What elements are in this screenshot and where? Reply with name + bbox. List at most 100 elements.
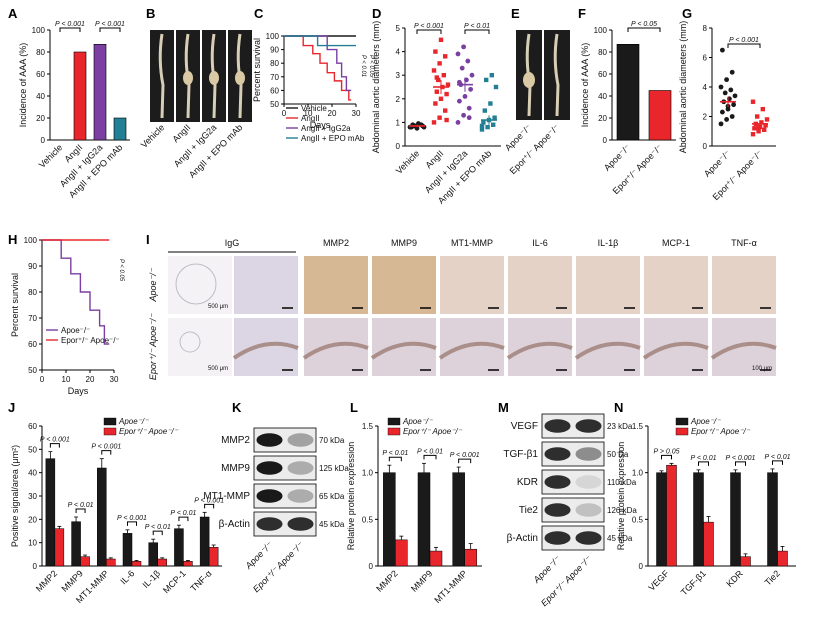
data-point [720,47,725,53]
blot-label: VEGF [511,421,538,432]
histology-image [440,318,504,376]
category-label: MCP-1 [161,568,188,595]
vessel-wall [302,341,369,360]
panel-letter-l: L [350,400,358,415]
scale-bar-label: 500 μm [208,304,228,310]
blot-label: MMP9 [221,463,250,474]
data-point [481,120,486,125]
blot-label: MT1-MMP [203,491,250,502]
data-point [764,117,770,122]
annotation-l-p-value: P < 0.01 [382,450,408,457]
annotation-a-bracket [99,27,121,32]
panel-letter-a: A [8,6,18,21]
series-line [42,239,110,345]
blot-label: Tie2 [519,505,539,516]
chart-l-ytick-label: 0.5 [362,515,374,524]
y-axis-label: Percent survival [10,273,20,337]
annotation-j-bracket [101,450,112,455]
band-size: 23 kDa [607,422,633,431]
protein-band [575,447,602,461]
annotation-a-bracket [59,27,81,32]
histology-image [644,256,708,314]
annotation-j-bracket [178,516,189,522]
data-point [436,77,441,83]
legend-label: Epor⁺/⁻ Apoe⁻/⁻ [61,336,120,345]
column-header: MMP2 [323,238,349,248]
panel-letter-g: G [682,6,692,21]
protein-band [544,447,571,461]
panel-letter-h: H [8,232,17,247]
band-size: 45 kDa [607,534,633,543]
data-point [492,115,497,120]
panel-letter-j: J [8,400,15,415]
series-line [284,35,356,47]
annotation-n-bracket [735,461,746,466]
chart-j-ytick-label: 20 [28,515,37,524]
annotation-g-bracket [727,43,761,48]
data-point [491,122,496,127]
data-point [485,124,490,130]
legend-label: AngII + IgG2a [301,124,351,133]
annotation-j-bracket [152,530,163,536]
data-point [762,127,767,132]
data-point [437,61,442,66]
bar [157,558,167,567]
column-header: MCP-1 [662,238,690,248]
data-point [731,102,736,108]
annotation-n-p-value: P < 0.001 [726,455,756,462]
y-axis-label: Incidence of AAA (%) [580,43,590,128]
chart-f-ytick-label: 0 [603,136,608,145]
p-value: P < 0.05 [118,259,124,282]
chart-c-ytick-label: 90 [270,46,279,55]
band-size: 65 kDa [319,492,345,501]
chart-g-ytick-label: 2 [703,113,708,122]
data-point [459,65,465,71]
bar [656,472,667,567]
bar [80,556,90,567]
series-line [284,35,352,101]
column-header: MT1-MMP [451,238,493,248]
chart-n-ytick-label: 1.5 [632,422,644,431]
data-point [763,123,768,128]
panel-letter-d: D [372,6,381,21]
chart-h-ytick-label: 100 [24,236,38,245]
histology-image [576,318,640,376]
blot-label: β-Actin [507,533,538,544]
panel-i: IgG MMP2 MMP9 MT1-MMP IL-6 IL-1β MCP-1 TNF-α Apo… [148,238,777,380]
data-point [718,121,724,127]
data-point [493,84,499,90]
protein-band [256,489,283,503]
bar [148,542,158,567]
annotation-j-p-value: P < 0.001 [91,444,121,451]
chart-c-ytick-label: 80 [270,59,279,68]
legend-swatch [103,417,117,426]
data-point [756,129,761,134]
aorta-vessel [184,33,191,119]
histology-image [304,318,368,376]
histology-image [508,256,572,314]
legend-label: AngII [301,114,320,123]
lane-label: Apoe⁻/⁻ [531,553,563,585]
data-point [466,115,472,121]
band-size: 50 Da [607,450,629,459]
chart-c-ytick-label: 70 [270,73,279,82]
data-point [728,87,734,93]
category-label: Apoe⁻/⁻ [602,142,633,173]
data-point [455,120,461,125]
bar [174,528,184,567]
chart-f-ytick-label: 60 [598,70,607,79]
data-point [438,37,444,42]
legend-label: Apoe⁻/⁻ [690,417,721,426]
category-label: VEGF [647,568,672,593]
legend-label: Apoe⁻/⁻ [118,417,149,426]
chart-d-ytick-label: 1 [396,118,401,127]
category-label: IL-1β [140,568,162,590]
category-label: Apoe⁻/⁻ [702,148,733,179]
band-size: 70 kDa [319,436,345,445]
bar-f [616,43,640,141]
legend-label: Epor⁺/⁻ Apoe⁻/⁻ [119,427,179,436]
chart-d-ytick-label: 4 [396,48,401,57]
chart-f-ytick-label: 40 [598,92,607,101]
data-point [434,75,439,80]
